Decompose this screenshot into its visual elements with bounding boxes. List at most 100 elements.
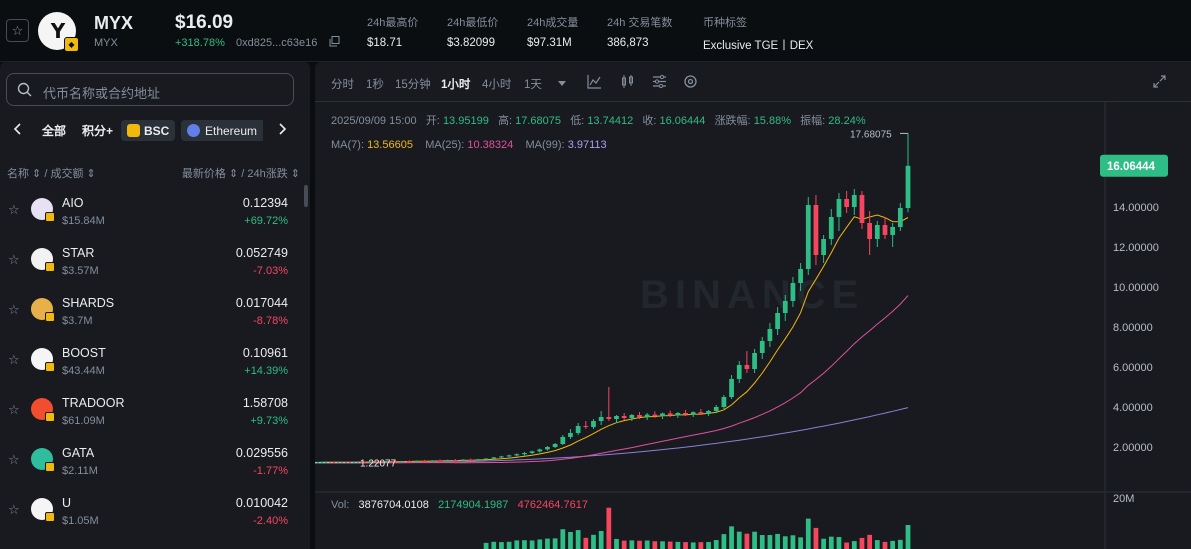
token-price: 0.017044 — [235, 296, 288, 310]
bsc-chain-badge-icon — [45, 362, 55, 372]
search-input[interactable]: 代币名称或合约地址 — [6, 73, 294, 106]
candle-body — [353, 461, 359, 463]
column-header-price[interactable]: 最新价格 ⇕ / 24h涨跌 ⇕ — [181, 168, 300, 180]
token-row[interactable]: ☆ SHARDS $3.7M 0.017044 -8.78% — [0, 289, 300, 339]
line-chart-icon[interactable] — [587, 74, 602, 89]
candle-body — [407, 461, 412, 462]
token-change: +69.72% — [244, 215, 288, 227]
chevron-left-icon[interactable] — [12, 122, 24, 136]
favorite-star-icon[interactable]: ☆ — [8, 202, 20, 217]
token-volume: $3.57M — [62, 265, 99, 277]
chain-tab-bsc[interactable]: BSC — [121, 120, 176, 141]
ohlc-low-label: 低: — [570, 115, 585, 127]
volume-bar — [821, 538, 826, 549]
candle-body — [752, 353, 757, 369]
binance-watermark: BINANCE — [640, 273, 864, 317]
volume-bar — [583, 537, 589, 549]
chain-filter: 全部 积分+ BSC Ethereum — [0, 117, 310, 143]
volume-bar — [767, 535, 773, 549]
candle-body — [606, 417, 612, 419]
more-timeframes-chevron-icon[interactable] — [558, 78, 566, 90]
token-volume: $1.05M — [62, 515, 99, 527]
ohlc-amplitude: 28.24% — [828, 115, 866, 127]
candle-body — [721, 397, 727, 407]
timeframe-tab-active[interactable]: 1小时 — [441, 79, 471, 91]
favorite-star-icon[interactable]: ☆ — [8, 452, 20, 467]
stat-value: $97.31M — [527, 37, 572, 49]
token-row[interactable]: ☆ TRADOOR $61.09M 1.58708 +9.73% — [0, 389, 300, 439]
token-row[interactable]: ☆ GATA $2.11M 0.029556 -1.77% — [0, 439, 300, 489]
volume-bar — [483, 542, 489, 549]
chevron-right-icon[interactable] — [276, 122, 288, 136]
timeframe-tab[interactable]: 15分钟 — [395, 79, 431, 91]
token-name: BOOST — [62, 346, 106, 360]
candle-body — [744, 365, 750, 369]
settings-gear-icon[interactable] — [683, 74, 698, 89]
indicators-icon[interactable] — [652, 74, 667, 89]
candle-body — [667, 413, 673, 416]
candle-body — [583, 426, 589, 427]
token-change: +318.78% — [175, 37, 225, 49]
token-volume: $43.44M — [62, 365, 105, 377]
volume-bar — [729, 526, 734, 549]
favorite-star-icon[interactable]: ☆ — [8, 502, 20, 517]
candle-body — [652, 414, 658, 416]
ohlc-open: 13.95199 — [442, 115, 489, 127]
favorite-star-icon[interactable]: ☆ — [8, 352, 20, 367]
volume-bar — [790, 535, 796, 549]
chain-tab-label: BSC — [144, 123, 170, 138]
chain-tab-ethereum[interactable]: Ethereum — [181, 120, 264, 141]
token-price: 0.10961 — [242, 346, 288, 360]
token-name: GATA — [62, 446, 95, 460]
token-name: SHARDS — [62, 296, 115, 310]
timeframe-tab[interactable]: 分时 — [331, 79, 354, 91]
column-header-name[interactable]: 名称 ⇕ / 成交额 ⇕ — [7, 168, 96, 180]
ma7-label: MA(7): — [331, 139, 364, 151]
chain-tab-all[interactable]: 全部 — [42, 124, 67, 138]
candle-body — [660, 413, 665, 416]
bsc-chain-badge-icon: ◆ — [64, 37, 79, 52]
volume-bar — [859, 537, 865, 549]
current-price-label: 16.06444 — [1107, 161, 1156, 173]
favorite-star-icon[interactable]: ☆ — [8, 402, 20, 417]
chain-tab-points[interactable]: 积分+ — [82, 124, 114, 138]
candle-body — [322, 462, 328, 464]
favorite-star-icon[interactable]: ☆ — [8, 252, 20, 267]
candlestick-chart[interactable]: BINANCE 2.00000 4.00000 6.00000 8.00000 10.0… — [315, 62, 1191, 549]
high-marker-label: 17.68075 — [850, 129, 892, 140]
token-row[interactable]: ☆ U $1.05M 0.010042 -2.40% — [0, 489, 300, 539]
stat-label: 24h成交量 — [527, 17, 579, 29]
volume-bar — [828, 536, 834, 549]
candlestick-icon[interactable] — [620, 74, 635, 89]
contract-address: 0xd825...c63e16 — [236, 37, 318, 49]
volume-bar — [491, 541, 497, 549]
token-volume: $2.11M — [62, 465, 98, 477]
token-change: -8.78% — [253, 315, 288, 327]
volume-bar — [759, 535, 765, 549]
stat-24h-trades: 24h 交易笔数 386,873 — [607, 14, 672, 49]
copy-icon[interactable] — [329, 36, 340, 47]
favorite-star-icon[interactable]: ☆ — [8, 302, 20, 317]
price-chart-panel: 分时 1秒 15分钟 1小时 4小时 1天 2025/09/09 15:00 开… — [315, 62, 1191, 549]
timeframe-tab[interactable]: 1秒 — [366, 79, 384, 91]
stat-value: Exclusive TGE丨DEX — [703, 40, 814, 52]
fullscreen-expand-icon[interactable] — [1152, 74, 1167, 89]
favorite-star-icon[interactable]: ☆ — [6, 19, 29, 42]
token-row[interactable]: ☆ STAR $3.57M 0.052749 -7.03% — [0, 239, 300, 289]
candle-body — [445, 460, 451, 461]
timeframe-tab[interactable]: 1天 — [524, 79, 542, 91]
volume-bar — [897, 539, 903, 549]
token-row[interactable]: ☆ AIO $15.84M 0.12394 +69.72% — [0, 189, 300, 239]
candle-body — [368, 461, 374, 463]
candle-body — [383, 461, 389, 463]
token-row[interactable]: ☆ BOOST $43.44M 0.10961 +14.39% — [0, 339, 300, 389]
sidebar-scrollbar[interactable] — [304, 185, 308, 207]
timeframe-tab[interactable]: 4小时 — [482, 79, 512, 91]
candle-body — [514, 454, 520, 456]
candle-body — [430, 460, 435, 462]
candle-body — [621, 416, 627, 418]
y-axis-tick-label: 4.00000 — [1113, 402, 1153, 414]
volume-value-sell: 4762464.7617 — [517, 499, 588, 511]
volume-value-total: 3876704.0108 — [358, 499, 429, 511]
token-symbol: MYX — [94, 13, 134, 33]
